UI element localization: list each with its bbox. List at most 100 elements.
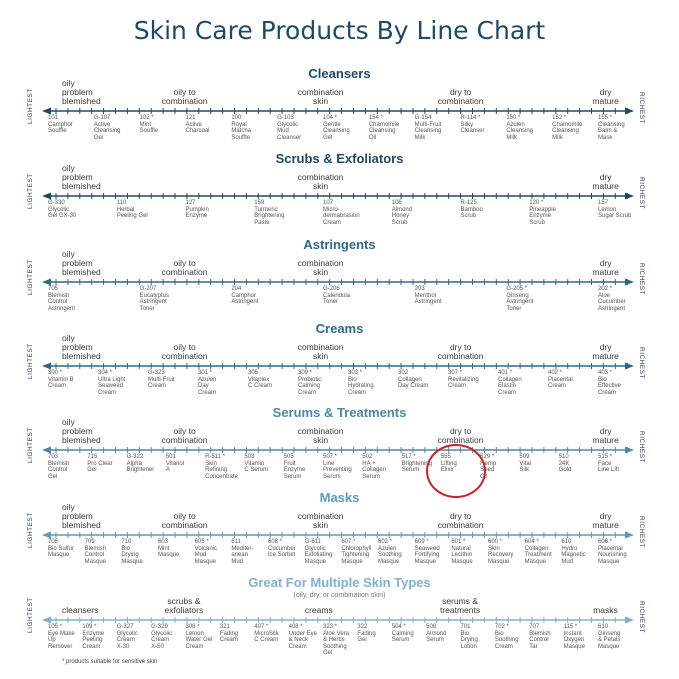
product-label: 604 * Collagen Treatment Masque bbox=[524, 539, 552, 565]
section-title: Great For Multiple Skin Types bbox=[248, 575, 431, 590]
product-label: 159 Turmeric Brightening Paste bbox=[254, 200, 285, 226]
product-label: 152 * Chamomile Cleansing Milk bbox=[552, 115, 583, 141]
arrow-head-right bbox=[625, 616, 634, 624]
product-label: 607 * Chlorophyll Tightening Masque bbox=[341, 539, 372, 565]
skin-type-label: dry mature bbox=[592, 87, 619, 106]
product-label: 303 * Bio Hydrating Cream bbox=[348, 370, 374, 396]
section-4: Serums & Treatments oily problem blemishe… bbox=[0, 405, 679, 495]
product-label: 309 * Probiotic Calming Cream bbox=[298, 370, 322, 396]
skin-type-label: scrubs & exfoliators bbox=[164, 596, 204, 615]
product-label: 701 Bio Drying Lotion bbox=[460, 624, 478, 650]
arrow-head-right bbox=[625, 531, 634, 539]
skin-type-label: oily problem blemished bbox=[62, 333, 101, 361]
product-label: 709 Blemish Control Masque bbox=[84, 539, 107, 565]
lightest-label: LIGHTEST bbox=[27, 597, 34, 633]
product-label: 401 * Collagen Elastin Cream bbox=[498, 370, 522, 396]
product-label: G-103 Glycolic Mud Cleanser bbox=[277, 115, 302, 141]
product-label: 509 Vital Silk bbox=[519, 454, 531, 474]
section-title: Serums & Treatments bbox=[272, 405, 407, 420]
section-6: Great For Multiple Skin Types cleansers sc… bbox=[0, 575, 679, 665]
product-label: 100 Royal Matcha Souffle bbox=[231, 115, 252, 141]
skin-type-label: oily to combination bbox=[161, 258, 208, 277]
skin-type-label: dry mature bbox=[592, 172, 619, 191]
richest-label: RICHEST bbox=[638, 177, 645, 210]
product-label: 501 Vitanol A bbox=[165, 454, 185, 474]
chart-title: Skin Care Products By Line Chart bbox=[133, 16, 546, 45]
product-label: 101 Camphor Souffle bbox=[48, 115, 73, 135]
product-label: 203 Menthol Astringent bbox=[414, 286, 442, 306]
skin-type-label: oily to combination bbox=[161, 87, 208, 106]
axis-arrow bbox=[42, 107, 634, 115]
product-label: 510 24K Gold bbox=[558, 454, 572, 474]
arrow-head-right bbox=[625, 107, 634, 115]
footnote: * products suitable for sensitive skin bbox=[62, 659, 158, 665]
product-label: 304 * Ultra Light Seaweed Cream bbox=[98, 370, 126, 396]
skin-type-label: oily to combination bbox=[161, 426, 208, 445]
skin-type-label: dry to combination bbox=[437, 511, 484, 530]
product-label: 504 * Calming Serum bbox=[391, 624, 414, 644]
skin-type-label: oily to combination bbox=[161, 511, 208, 530]
highlight-circle bbox=[426, 444, 486, 498]
product-label: 323 * Aloe Vera & Herbs Soothing Gel bbox=[323, 624, 350, 657]
product-label: 155 * Cleansing Balm & Mask bbox=[598, 115, 625, 141]
skin-type-label: creams bbox=[304, 605, 333, 615]
product-label: 300 * Vitamin B Cream bbox=[48, 370, 74, 390]
skin-type-label: oily to combination bbox=[161, 342, 208, 361]
lightest-label: LIGHTEST bbox=[27, 512, 34, 548]
product-label: 715 Pro Clear Gel bbox=[87, 454, 113, 474]
richest-label: RICHEST bbox=[638, 263, 645, 296]
product-label: 154 * Chamomile Cleansing Oil bbox=[368, 115, 400, 141]
product-label: 403 * Bio Effective Cream bbox=[598, 370, 621, 396]
product-label: 707 Blemish Control Tar bbox=[529, 624, 551, 650]
product-label: 517 * Brightening Serum bbox=[401, 454, 432, 474]
arrow-head-left bbox=[42, 278, 51, 286]
lightest-label: LIGHTEST bbox=[27, 259, 34, 295]
arrow-head-left bbox=[42, 616, 51, 624]
product-label: 702 * Bio Soothing Cream bbox=[494, 624, 519, 650]
arrow-head-left bbox=[42, 362, 51, 370]
axis-arrow bbox=[42, 446, 634, 454]
product-label: 305 Vitaplex C Cream bbox=[248, 370, 273, 390]
arrow-head-right bbox=[625, 192, 634, 200]
product-label: 609 * Seaweed Fortifying Masque bbox=[414, 539, 440, 565]
lightest-label: LIGHTEST bbox=[27, 427, 34, 463]
section-title: Masks bbox=[319, 490, 360, 505]
axis-arrow bbox=[42, 362, 634, 370]
skin-type-label: combination skin bbox=[297, 87, 344, 106]
skin-type-label: dry mature bbox=[592, 258, 619, 277]
product-label: G-327 Glycolic Cream X-30 bbox=[116, 624, 138, 650]
product-label: 115 * Instant Oxygen Masque bbox=[563, 624, 585, 650]
product-label: 505 Fruit Enzyme Serum bbox=[283, 454, 306, 480]
product-label: 301 * Azulen Day Cream bbox=[198, 370, 217, 396]
product-label: 110 Herbal Peeling Gel bbox=[116, 200, 148, 220]
product-label: G-322 Alpha Brightener bbox=[126, 454, 155, 474]
product-label: 703 Blemish Control Gel bbox=[48, 454, 70, 480]
product-label: 102 * Mint Souffle bbox=[139, 115, 159, 135]
product-label: G-611 Glycolic Exfoliating Masque bbox=[304, 539, 333, 565]
product-label: 302 Collagen Day Cream bbox=[398, 370, 429, 390]
arrow-head-left bbox=[42, 446, 51, 454]
product-label: 603 Mint Masque bbox=[158, 539, 180, 559]
product-label: 602 * Azulen Soothing Masque bbox=[378, 539, 402, 565]
richest-label: RICHEST bbox=[638, 601, 645, 634]
skin-type-label: combination skin bbox=[297, 511, 344, 530]
product-label: G-207 Eucalyptus Astringent Toner bbox=[139, 286, 170, 312]
product-label: 105 * Eye Make Up Remover bbox=[48, 624, 75, 650]
lightest-label: LIGHTEST bbox=[27, 173, 34, 209]
axis-arrow bbox=[42, 616, 634, 624]
section-3: Creams oily problem blemished oily to comb… bbox=[0, 321, 679, 411]
product-label: 322 Fading Gel bbox=[357, 624, 376, 644]
product-label: 407 * MicroSilk C Cream bbox=[254, 624, 279, 644]
product-label: 204 Camphor Astringent bbox=[231, 286, 259, 306]
section-title: Creams bbox=[315, 321, 364, 336]
skin-type-label: cleansers bbox=[62, 605, 99, 615]
richest-label: RICHEST bbox=[638, 431, 645, 464]
product-label: 120 * Pineapple Enzyme Scrub bbox=[529, 200, 556, 226]
product-label: G-330 Glycolic Gel GX-30 bbox=[48, 200, 77, 220]
section-1: Scrubs & Exfoliators oily problem blemish… bbox=[0, 151, 679, 241]
skin-type-label: dry to combination bbox=[437, 342, 484, 361]
section-5: Masks oily problem blemished oily to combi… bbox=[0, 490, 679, 580]
product-label: 705 Blemish Control Astringent bbox=[48, 286, 76, 312]
product-label: 507 * Line Preventing Serum bbox=[323, 454, 352, 480]
lightest-label: LIGHTEST bbox=[27, 343, 34, 379]
